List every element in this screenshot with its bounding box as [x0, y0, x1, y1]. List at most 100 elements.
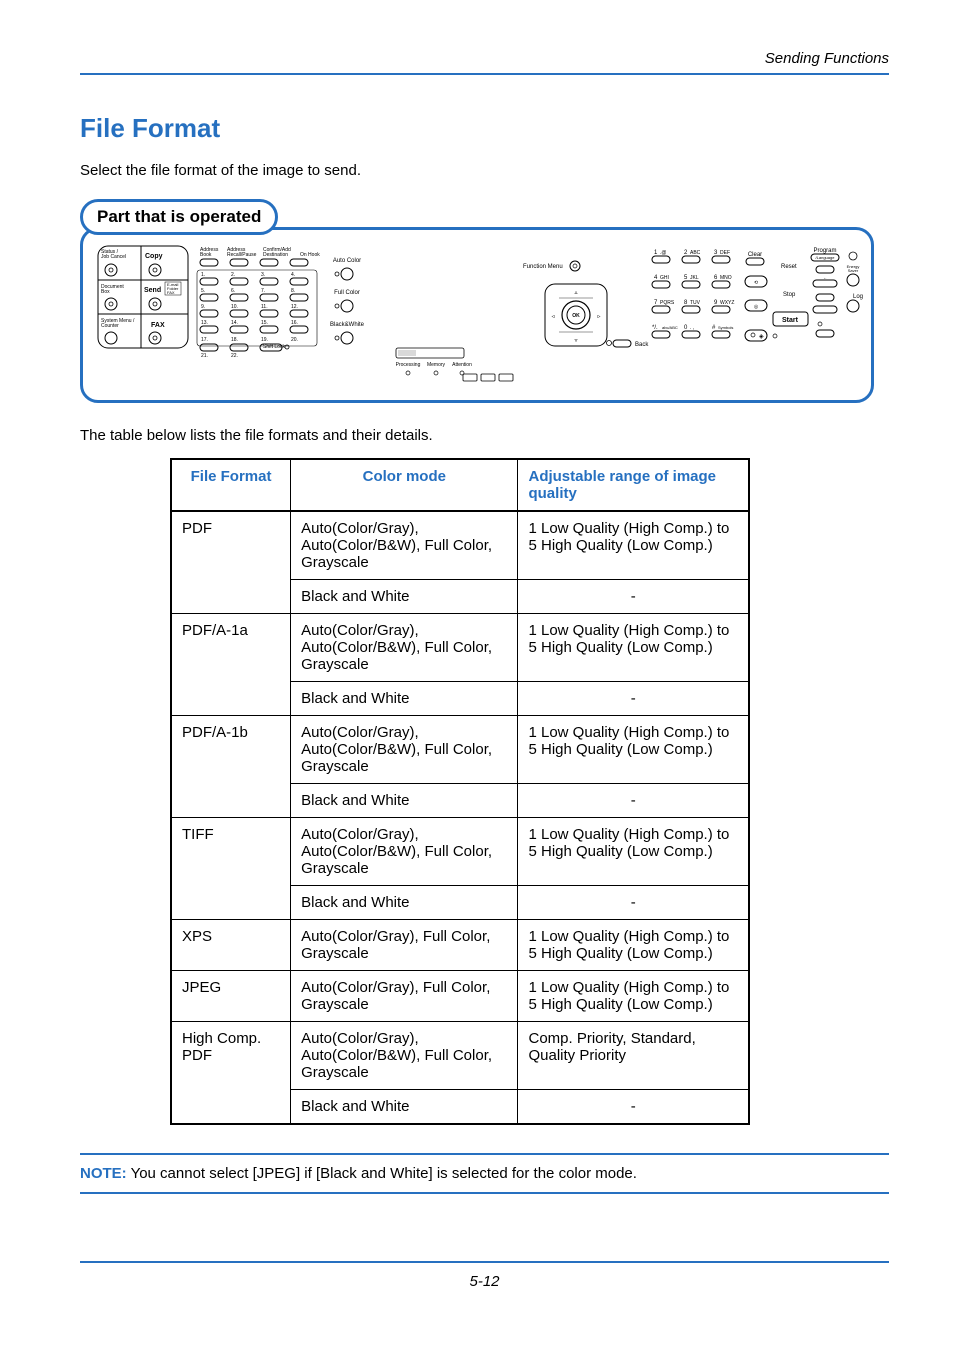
svg-text:21.: 21. — [201, 353, 208, 359]
svg-text:6: 6 — [714, 275, 718, 281]
svg-text:Function Menu: Function Menu — [523, 264, 563, 270]
cell: - — [518, 784, 749, 818]
svg-text:*/.: */. — [652, 325, 658, 331]
cell — [171, 580, 291, 614]
svg-text:FAX: FAX — [167, 290, 175, 295]
svg-text:Send: Send — [144, 287, 161, 294]
svg-text:Box: Box — [101, 289, 110, 295]
cell — [171, 784, 291, 818]
table-row: Black and White - — [171, 580, 749, 614]
svg-text:10.: 10. — [231, 304, 238, 310]
svg-text:Saver: Saver — [848, 268, 859, 273]
svg-text:Back: Back — [635, 342, 649, 348]
note-text: You cannot select [JPEG] if [Black and W… — [127, 1165, 637, 1182]
table-row: Black and White - — [171, 682, 749, 716]
svg-text:/Language: /Language — [816, 255, 836, 260]
svg-text:15.: 15. — [261, 320, 268, 326]
svg-text:▵: ▵ — [574, 290, 577, 296]
cell — [171, 886, 291, 920]
control-panel-figure: .t{font-family:Arial;fill:#000} .t5{font… — [80, 227, 889, 403]
th-file-format: File Format — [171, 459, 291, 511]
cell: High Comp. PDF — [171, 1022, 291, 1090]
cell — [171, 1090, 291, 1125]
cell: - — [518, 886, 749, 920]
cell: 1 Low Quality (High Comp.) to 5 High Qua… — [518, 716, 749, 784]
svg-text:11.: 11. — [261, 304, 268, 310]
svg-text:◈: ◈ — [759, 334, 764, 340]
svg-text:Symbols: Symbols — [718, 325, 733, 330]
svg-text:Full Color: Full Color — [334, 290, 360, 296]
cell: PDF — [171, 511, 291, 580]
svg-text:Book: Book — [200, 252, 212, 258]
cell: Auto(Color/Gray), Auto(Color/B&W), Full … — [291, 511, 518, 580]
cell: Auto(Color/Gray), Auto(Color/B&W), Full … — [291, 716, 518, 784]
svg-text:Processing: Processing — [396, 362, 421, 368]
table-row: JPEG Auto(Color/Gray), Full Color, Grays… — [171, 971, 749, 1022]
svg-text:. ,: . , — [690, 325, 694, 331]
svg-text:TUV: TUV — [690, 300, 701, 306]
table-row: PDF Auto(Color/Gray), Auto(Color/B&W), F… — [171, 511, 749, 580]
svg-text:3.: 3. — [261, 272, 265, 278]
cell: Black and White — [291, 784, 518, 818]
svg-text:#: # — [712, 325, 716, 331]
cell: - — [518, 682, 749, 716]
table-row: Black and White - — [171, 784, 749, 818]
svg-text:⟲: ⟲ — [754, 280, 759, 286]
svg-text:◎: ◎ — [754, 304, 759, 310]
table-row: PDF/A-1b Auto(Color/Gray), Auto(Color/B&… — [171, 716, 749, 784]
svg-text:Counter: Counter — [101, 323, 119, 329]
cell: Black and White — [291, 886, 518, 920]
svg-text:On Hook: On Hook — [300, 252, 320, 258]
cell: 1 Low Quality (High Comp.) to 5 High Qua… — [518, 818, 749, 886]
svg-text:13.: 13. — [201, 320, 208, 326]
page-number: 5-12 — [469, 1273, 499, 1290]
table-row: XPS Auto(Color/Gray), Full Color, Graysc… — [171, 920, 749, 971]
cell: 1 Low Quality (High Comp.) to 5 High Qua… — [518, 614, 749, 682]
svg-text:Job Cancel: Job Cancel — [101, 254, 126, 260]
svg-text:8.: 8. — [291, 288, 295, 294]
svg-text:DEF: DEF — [720, 250, 730, 256]
svg-text:Auto Color: Auto Color — [333, 258, 361, 264]
th-color-mode: Color mode — [291, 459, 518, 511]
svg-text:▿: ▿ — [574, 338, 577, 344]
cell: XPS — [171, 920, 291, 971]
cell: Auto(Color/Gray), Auto(Color/B&W), Full … — [291, 614, 518, 682]
cell: - — [518, 1090, 749, 1125]
cell: Black and White — [291, 1090, 518, 1125]
svg-text:2.: 2. — [231, 272, 235, 278]
cell: Auto(Color/Gray), Auto(Color/B&W), Full … — [291, 818, 518, 886]
svg-text:8: 8 — [684, 300, 688, 306]
svg-text:Shift Lock: Shift Lock — [263, 344, 285, 350]
svg-text:Recall/Pause: Recall/Pause — [227, 252, 257, 258]
th-quality: Adjustable range of image quality — [518, 459, 749, 511]
table-row: PDF/A-1a Auto(Color/Gray), Auto(Color/B&… — [171, 614, 749, 682]
svg-text:MNO: MNO — [720, 275, 732, 281]
svg-text:ABC: ABC — [690, 250, 701, 256]
svg-text:GHI: GHI — [660, 275, 669, 281]
svg-text:←: ← — [823, 275, 827, 280]
svg-text:Clear: Clear — [748, 252, 762, 258]
part-operated-badge: Part that is operated — [80, 199, 278, 235]
control-panel: .t{font-family:Arial;fill:#000} .t5{font… — [80, 227, 874, 403]
cell: Black and White — [291, 682, 518, 716]
file-format-table: File Format Color mode Adjustable range … — [170, 458, 750, 1125]
svg-text:WXYZ: WXYZ — [720, 300, 734, 306]
svg-text:17.: 17. — [201, 337, 208, 343]
cell: - — [518, 580, 749, 614]
svg-text:20.: 20. — [291, 337, 298, 343]
header-section: Sending Functions — [80, 50, 889, 75]
cell: Black and White — [291, 580, 518, 614]
table-row: Black and White - — [171, 1090, 749, 1125]
cell: Auto(Color/Gray), Auto(Color/B&W), Full … — [291, 1022, 518, 1090]
cell — [171, 682, 291, 716]
svg-text:FAX: FAX — [151, 322, 165, 329]
svg-text:7.: 7. — [261, 288, 265, 294]
svg-text:Copy: Copy — [145, 253, 163, 260]
svg-text:1.: 1. — [201, 272, 205, 278]
svg-text:Black&White: Black&White — [330, 322, 365, 328]
svg-text:Attention: Attention — [452, 362, 472, 368]
svg-text:Reset: Reset — [781, 264, 797, 270]
svg-text:1: 1 — [654, 250, 658, 256]
svg-text:9.: 9. — [201, 304, 205, 310]
table-row: High Comp. PDF Auto(Color/Gray), Auto(Co… — [171, 1022, 749, 1090]
